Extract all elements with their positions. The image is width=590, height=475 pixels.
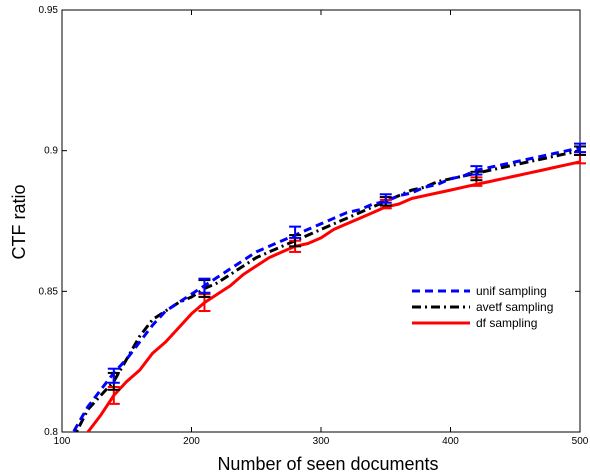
y-tick-label: 0.8 [44, 427, 58, 438]
x-tick-label: 200 [183, 436, 200, 447]
legend: unif sampling avetf sampling df sampling [412, 284, 553, 330]
y-tick-label: 0.85 [39, 286, 59, 297]
plot-area [61, 9, 581, 433]
error-bar [574, 142, 586, 154]
series-lines [71, 146, 580, 432]
x-axis-title: Number of seen documents [217, 454, 438, 474]
y-tick-label: 0.95 [39, 5, 59, 16]
x-tick-label: 500 [572, 436, 589, 447]
y-axis-title: CTF ratio [9, 184, 29, 259]
error-bars [107, 142, 586, 405]
x-tick-label: 400 [442, 436, 459, 447]
x-tick-label: 300 [313, 436, 330, 447]
x-tick-label: 100 [54, 436, 71, 447]
error-bar [470, 165, 483, 176]
x-axis-ticks: 100 200 300 400 500 [54, 10, 589, 447]
error-bar [379, 193, 392, 204]
error-bar [107, 367, 120, 384]
series-line-unif-sampling [71, 146, 580, 432]
legend-label: avetf sampling [476, 300, 553, 314]
error-bar [289, 225, 302, 239]
legend-label: df sampling [476, 316, 537, 330]
legend-label: unif sampling [476, 284, 547, 298]
error-bar [198, 277, 211, 294]
y-tick-label: 0.9 [44, 146, 58, 157]
series-line-df-sampling [86, 160, 580, 432]
